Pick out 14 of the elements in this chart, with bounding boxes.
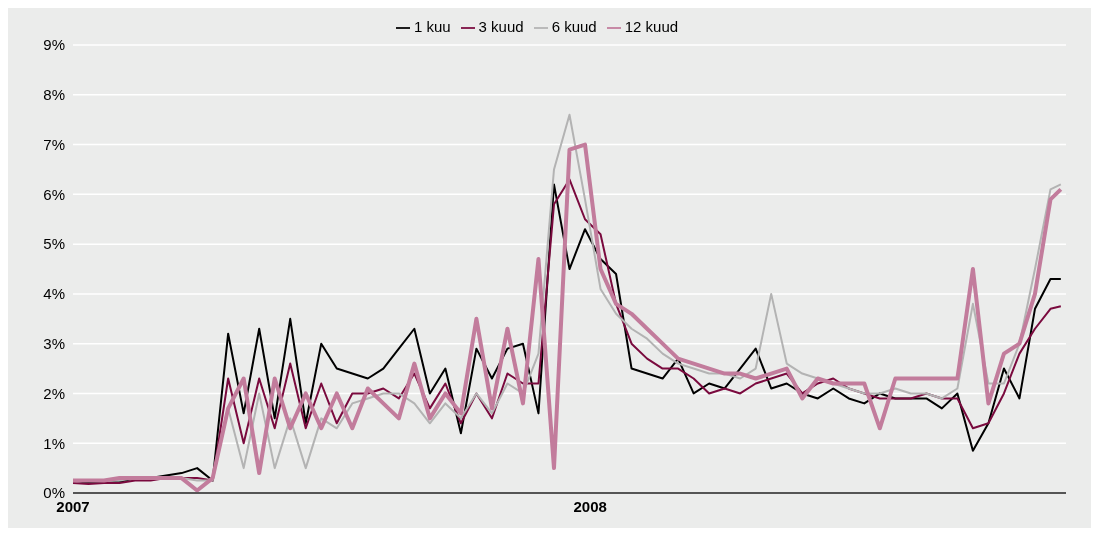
legend-label: 1 kuu (413, 18, 451, 35)
y-tick-label: 7% (43, 135, 65, 153)
legend-label: 12 kuud (624, 18, 679, 35)
x-tick-label: 2008 (573, 497, 607, 515)
y-tick-label: 4% (43, 285, 65, 303)
legend-label: 6 kuud (551, 18, 597, 35)
y-tick-label: 1% (43, 434, 65, 452)
y-tick-label: 9% (43, 36, 65, 54)
y-tick-label: 5% (43, 235, 65, 253)
legend-label: 3 kuud (478, 18, 524, 35)
y-tick-label: 2% (43, 384, 65, 402)
y-tick-label: 6% (43, 185, 65, 203)
y-tick-label: 8% (43, 86, 65, 104)
y-tick-label: 3% (43, 335, 65, 352)
